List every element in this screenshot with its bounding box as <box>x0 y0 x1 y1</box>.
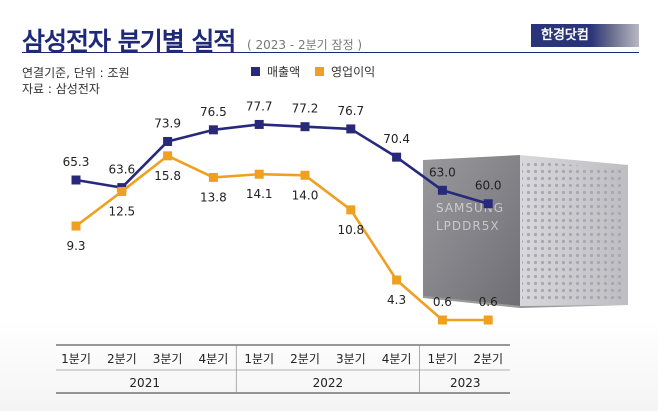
x-tick-label: 3분기 <box>336 352 366 366</box>
chart-subtitle: ( 2023 - 2분기 잠정 ) <box>247 38 363 52</box>
series-1-data-label: 14.1 <box>246 187 273 201</box>
series-1-point <box>117 186 127 196</box>
legend-revenue-swatch <box>251 67 260 76</box>
x-tick-label: 1분기 <box>244 352 274 366</box>
x-tick-label: 2분기 <box>290 352 320 366</box>
series-1-point <box>163 151 173 161</box>
year-label: 2021 <box>129 376 160 390</box>
legend-profit-label: 영업이익 <box>331 65 376 79</box>
source-note: 자료 : 삼성전자 <box>22 82 100 96</box>
series-0-point <box>392 152 402 162</box>
x-tick-label: 3분기 <box>153 352 183 366</box>
series-1-data-label: 12.5 <box>108 204 135 218</box>
series-0-line <box>75 123 489 205</box>
legend-revenue: 매출액 <box>251 63 300 80</box>
legend-profit: 영업이익 <box>315 63 375 80</box>
x-tick-label: 2분기 <box>107 352 137 366</box>
legend-revenue-label: 매출액 <box>267 65 301 79</box>
series-1-line <box>75 154 489 322</box>
series-0-point <box>437 185 447 195</box>
series-1-point <box>300 170 310 180</box>
series-1-point <box>254 169 264 179</box>
title-rule <box>22 52 639 53</box>
series-0-point <box>483 199 493 209</box>
series-0-data-label: 63.0 <box>429 165 456 179</box>
series-1-data-label: 4.3 <box>387 293 406 307</box>
series-1-point <box>346 205 356 215</box>
series-1-point <box>71 221 81 231</box>
x-tick-label: 2분기 <box>473 352 503 366</box>
series-0-point <box>300 122 310 132</box>
series-0-point <box>71 175 81 185</box>
series-0-data-label: 73.9 <box>154 116 181 130</box>
series-0-data-label: 76.5 <box>200 105 227 119</box>
x-tick-label: 1분기 <box>61 352 91 366</box>
series-1-data-label: 0.6 <box>433 295 452 309</box>
series-1-data-label: 9.3 <box>66 239 85 253</box>
series-1-data-label: 15.8 <box>154 169 181 183</box>
series-1-data-label: 13.8 <box>200 190 227 204</box>
series-1-data-label: 0.6 <box>479 295 498 309</box>
series-0-data-label: 60.0 <box>475 179 502 193</box>
series-0-data-label: 77.2 <box>292 102 319 116</box>
chip-edge <box>423 296 628 308</box>
series-0-point <box>254 119 264 129</box>
series-1-point <box>483 315 493 325</box>
legend-profit-swatch <box>315 67 324 76</box>
series-0-point <box>346 124 356 134</box>
series-0-data-label: 70.4 <box>383 132 410 146</box>
series-1-point <box>437 315 447 325</box>
x-tick-label: 4분기 <box>199 352 229 366</box>
x-tick-label: 4분기 <box>382 352 412 366</box>
chip-balls <box>522 160 624 300</box>
series-1-data-label: 14.0 <box>292 188 319 202</box>
series-0-point <box>163 136 173 146</box>
x-tick-label: 1분기 <box>428 352 458 366</box>
series-1-point <box>208 172 218 182</box>
chart-title: 삼성전자 분기별 실적 <box>22 27 236 56</box>
series-1-data-label: 10.8 <box>337 223 364 237</box>
brand-logo: 한경닷컴 <box>531 24 639 47</box>
chip-model: LPDDR5X <box>436 219 500 233</box>
year-label: 2023 <box>450 376 481 390</box>
series-0-data-label: 65.3 <box>63 155 90 169</box>
series-0-data-label: 77.7 <box>246 99 273 113</box>
unit-note: 연결기준, 단위 : 조원 <box>22 66 130 80</box>
series-1-point <box>392 275 402 285</box>
series-0-point <box>208 125 218 135</box>
year-label: 2022 <box>313 376 344 390</box>
series-0-data-label: 63.6 <box>108 163 135 177</box>
series-0-data-label: 76.7 <box>337 104 364 118</box>
